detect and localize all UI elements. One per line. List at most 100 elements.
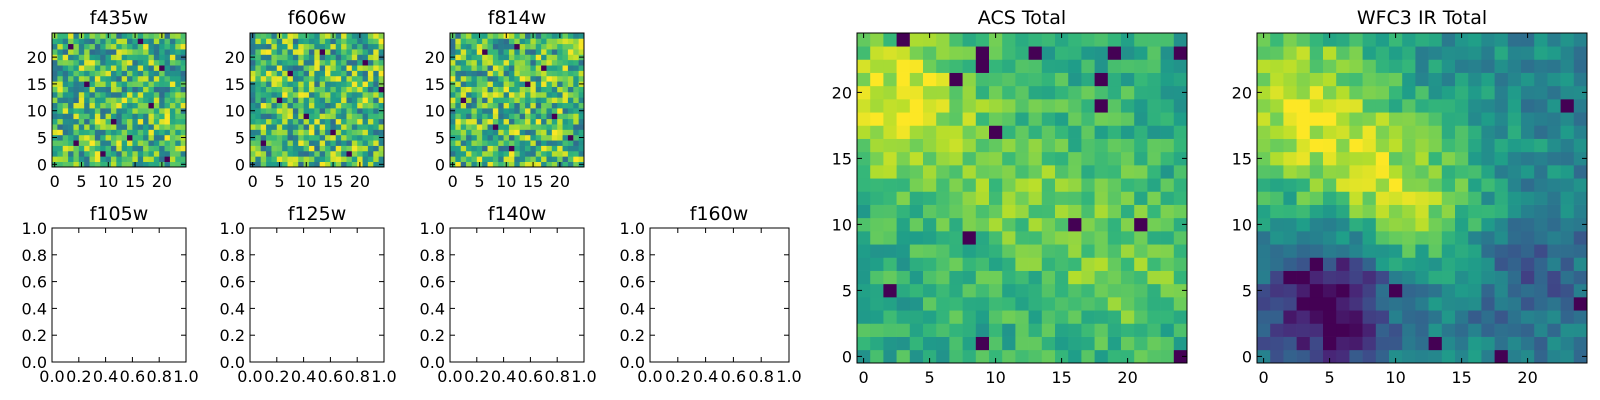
heatmap-cell <box>455 156 462 162</box>
heatmap-cell <box>341 43 347 50</box>
heatmap-cell <box>514 145 521 152</box>
heatmap-cell <box>57 145 64 152</box>
heatmap-cell <box>314 43 321 50</box>
heatmap-cell <box>883 165 897 179</box>
heatmap-cell <box>314 140 321 146</box>
heatmap-cell <box>557 113 563 120</box>
heatmap-cell <box>1534 191 1548 205</box>
heatmap-cell <box>180 86 187 93</box>
heatmap-cell <box>73 156 80 162</box>
heatmap-cell <box>455 81 462 87</box>
heatmap-cell <box>508 97 515 104</box>
heatmap-cell <box>551 124 558 130</box>
heatmap-cell <box>341 81 347 87</box>
heatmap-cell <box>1160 165 1175 179</box>
heatmap-cell <box>535 49 542 55</box>
heatmap-cell <box>1468 151 1482 166</box>
heatmap-cell <box>471 81 478 87</box>
heatmap-cell <box>1296 112 1311 126</box>
heatmap-cell <box>84 118 90 125</box>
heatmap-cell <box>303 129 310 136</box>
heatmap-cell <box>308 134 315 141</box>
heatmap-cell <box>460 38 467 45</box>
heatmap-cell <box>1121 283 1135 298</box>
heatmap-cell <box>1015 257 1029 271</box>
heatmap-cell <box>975 59 990 73</box>
heatmap-cell <box>1081 165 1095 179</box>
heatmap-cell <box>1055 231 1069 245</box>
heatmap-cell <box>1296 336 1311 351</box>
heatmap-cell <box>132 134 139 141</box>
heatmap-cell <box>1534 297 1548 311</box>
heatmap-cell <box>1257 112 1271 126</box>
heatmap-cell <box>1309 151 1324 166</box>
heatmap-cell <box>1573 46 1588 60</box>
heatmap-cell <box>62 33 69 39</box>
heatmap-cell <box>1455 191 1469 205</box>
heatmap-cell <box>266 91 272 98</box>
heatmap-cell <box>557 43 563 50</box>
heatmap-cell <box>923 323 937 337</box>
heatmap-cell <box>1028 257 1043 271</box>
heatmap-cell <box>962 33 977 47</box>
heatmap-cell <box>487 118 494 125</box>
heatmap-cell <box>525 124 531 130</box>
heatmap-cell <box>949 33 963 47</box>
heatmap-cell <box>1428 99 1443 113</box>
heatmap-cell <box>137 54 144 61</box>
heatmap-cell <box>303 43 310 50</box>
heatmap-cell <box>546 134 553 141</box>
heatmap-cell <box>482 49 488 55</box>
heatmap-cell <box>870 204 884 219</box>
heatmap-cell <box>896 204 911 219</box>
heatmap-cell <box>870 125 884 139</box>
heatmap-cell <box>105 75 112 82</box>
heatmap-cell <box>1349 283 1363 298</box>
heatmap-cell <box>335 70 342 77</box>
heatmap-cell <box>1041 204 1056 219</box>
heatmap-cell <box>1507 310 1522 324</box>
heatmap-cell <box>551 97 558 104</box>
heatmap-cell <box>266 65 272 71</box>
heatmap-cell <box>330 108 337 114</box>
heatmap-cell <box>335 33 342 39</box>
heatmap-cell <box>180 140 187 146</box>
heatmap-cell <box>1323 244 1337 258</box>
heatmap-cell <box>116 134 123 141</box>
heatmap-cell <box>1573 99 1588 113</box>
heatmap-cell <box>923 112 937 126</box>
heatmap-cell <box>975 165 990 179</box>
heatmap-cell <box>1015 283 1029 298</box>
heatmap-cell <box>1389 46 1403 60</box>
heatmap-cell <box>62 70 69 77</box>
heatmap-cell <box>870 138 884 153</box>
heatmap-cell <box>180 118 187 125</box>
heatmap-cell <box>1121 151 1135 166</box>
panel-title: f140w <box>488 203 547 225</box>
heatmap-cell <box>530 49 537 55</box>
heatmap-cell <box>1415 99 1429 113</box>
heatmap-cell <box>455 140 462 146</box>
heatmap-cell <box>325 145 331 152</box>
heatmap-cell <box>282 75 288 82</box>
heatmap-cell <box>346 140 353 146</box>
heatmap-cell <box>546 129 553 136</box>
heatmap-cell <box>1573 33 1588 47</box>
heatmap-cell <box>909 257 924 271</box>
heatmap-cell <box>476 81 483 87</box>
heatmap-cell <box>1107 283 1122 298</box>
heatmap-cell <box>260 161 267 168</box>
heatmap-cell <box>1160 217 1175 232</box>
heatmap-cell <box>1415 323 1429 337</box>
heatmap-cell <box>1389 217 1403 232</box>
heatmap-cell <box>1455 336 1469 351</box>
heatmap-cell <box>287 38 294 45</box>
heatmap-cell <box>975 349 990 364</box>
heatmap-cell <box>541 49 547 55</box>
heatmap-cell <box>308 38 315 45</box>
heatmap-cell <box>923 85 937 100</box>
heatmap-cell <box>287 118 294 125</box>
heatmap-cell <box>73 86 80 93</box>
heatmap-cell <box>282 113 288 120</box>
heatmap-cell <box>909 244 924 258</box>
